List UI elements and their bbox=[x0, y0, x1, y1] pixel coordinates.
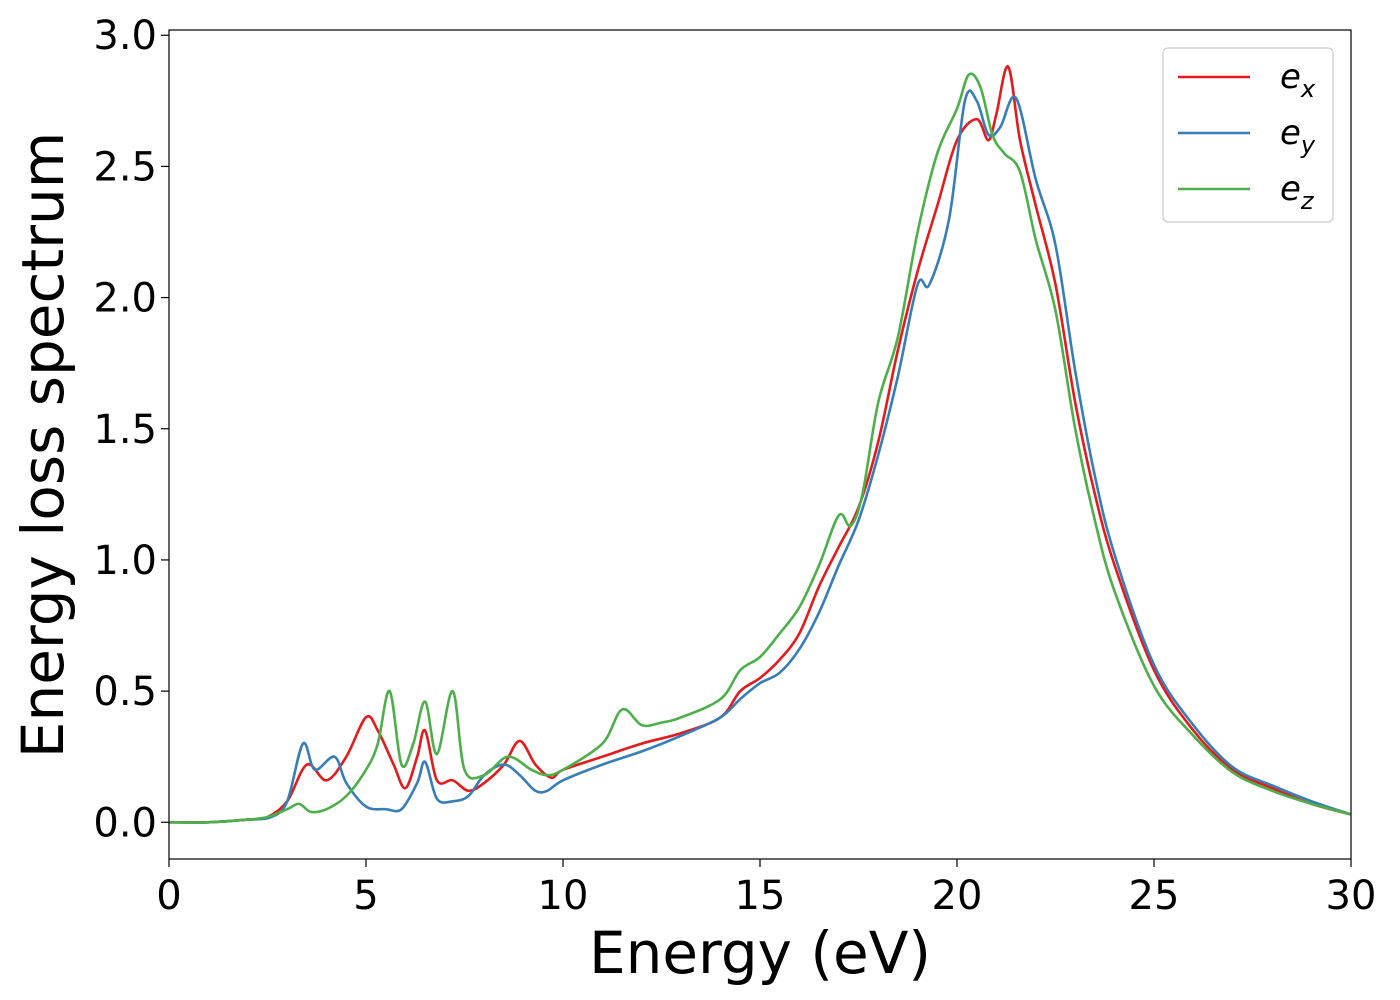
series-line-y bbox=[168, 89, 1352, 824]
legend: ex ey ez bbox=[1162, 47, 1334, 223]
y-tick-label: 2.0 bbox=[93, 276, 157, 322]
x-tick-label: 10 bbox=[538, 873, 589, 919]
legend-label-x: ex bbox=[1280, 57, 1316, 103]
series-lines bbox=[168, 65, 1352, 824]
legend-label-y: ey bbox=[1280, 113, 1316, 159]
x-axis-ticks: 0 5 10 15 20 25 30 bbox=[156, 859, 1376, 919]
x-axis-title: Energy (eV) bbox=[589, 919, 931, 987]
series-line-z bbox=[168, 72, 1352, 824]
x-tick-label: 15 bbox=[735, 873, 786, 919]
x-tick-label: 25 bbox=[1129, 873, 1180, 919]
x-tick-label: 20 bbox=[932, 873, 983, 919]
y-tick-label: 1.5 bbox=[93, 407, 157, 453]
y-tick-label: 1.0 bbox=[93, 538, 157, 584]
legend-box bbox=[1162, 47, 1334, 223]
x-tick-label: 5 bbox=[353, 873, 378, 919]
y-tick-label: 3.0 bbox=[93, 13, 157, 59]
y-tick-label: 0.5 bbox=[93, 669, 157, 715]
y-axis-title: Energy loss spectrum bbox=[9, 132, 77, 758]
y-tick-label: 0.0 bbox=[93, 800, 157, 846]
x-tick-label: 30 bbox=[1326, 873, 1377, 919]
legend-label-z: ez bbox=[1280, 169, 1315, 215]
y-axis-ticks: 0.0 0.5 1.0 1.5 2.0 2.5 3.0 bbox=[93, 13, 169, 846]
x-tick-label: 0 bbox=[156, 873, 181, 919]
y-tick-label: 2.5 bbox=[93, 144, 157, 190]
series-line-x bbox=[168, 65, 1352, 824]
